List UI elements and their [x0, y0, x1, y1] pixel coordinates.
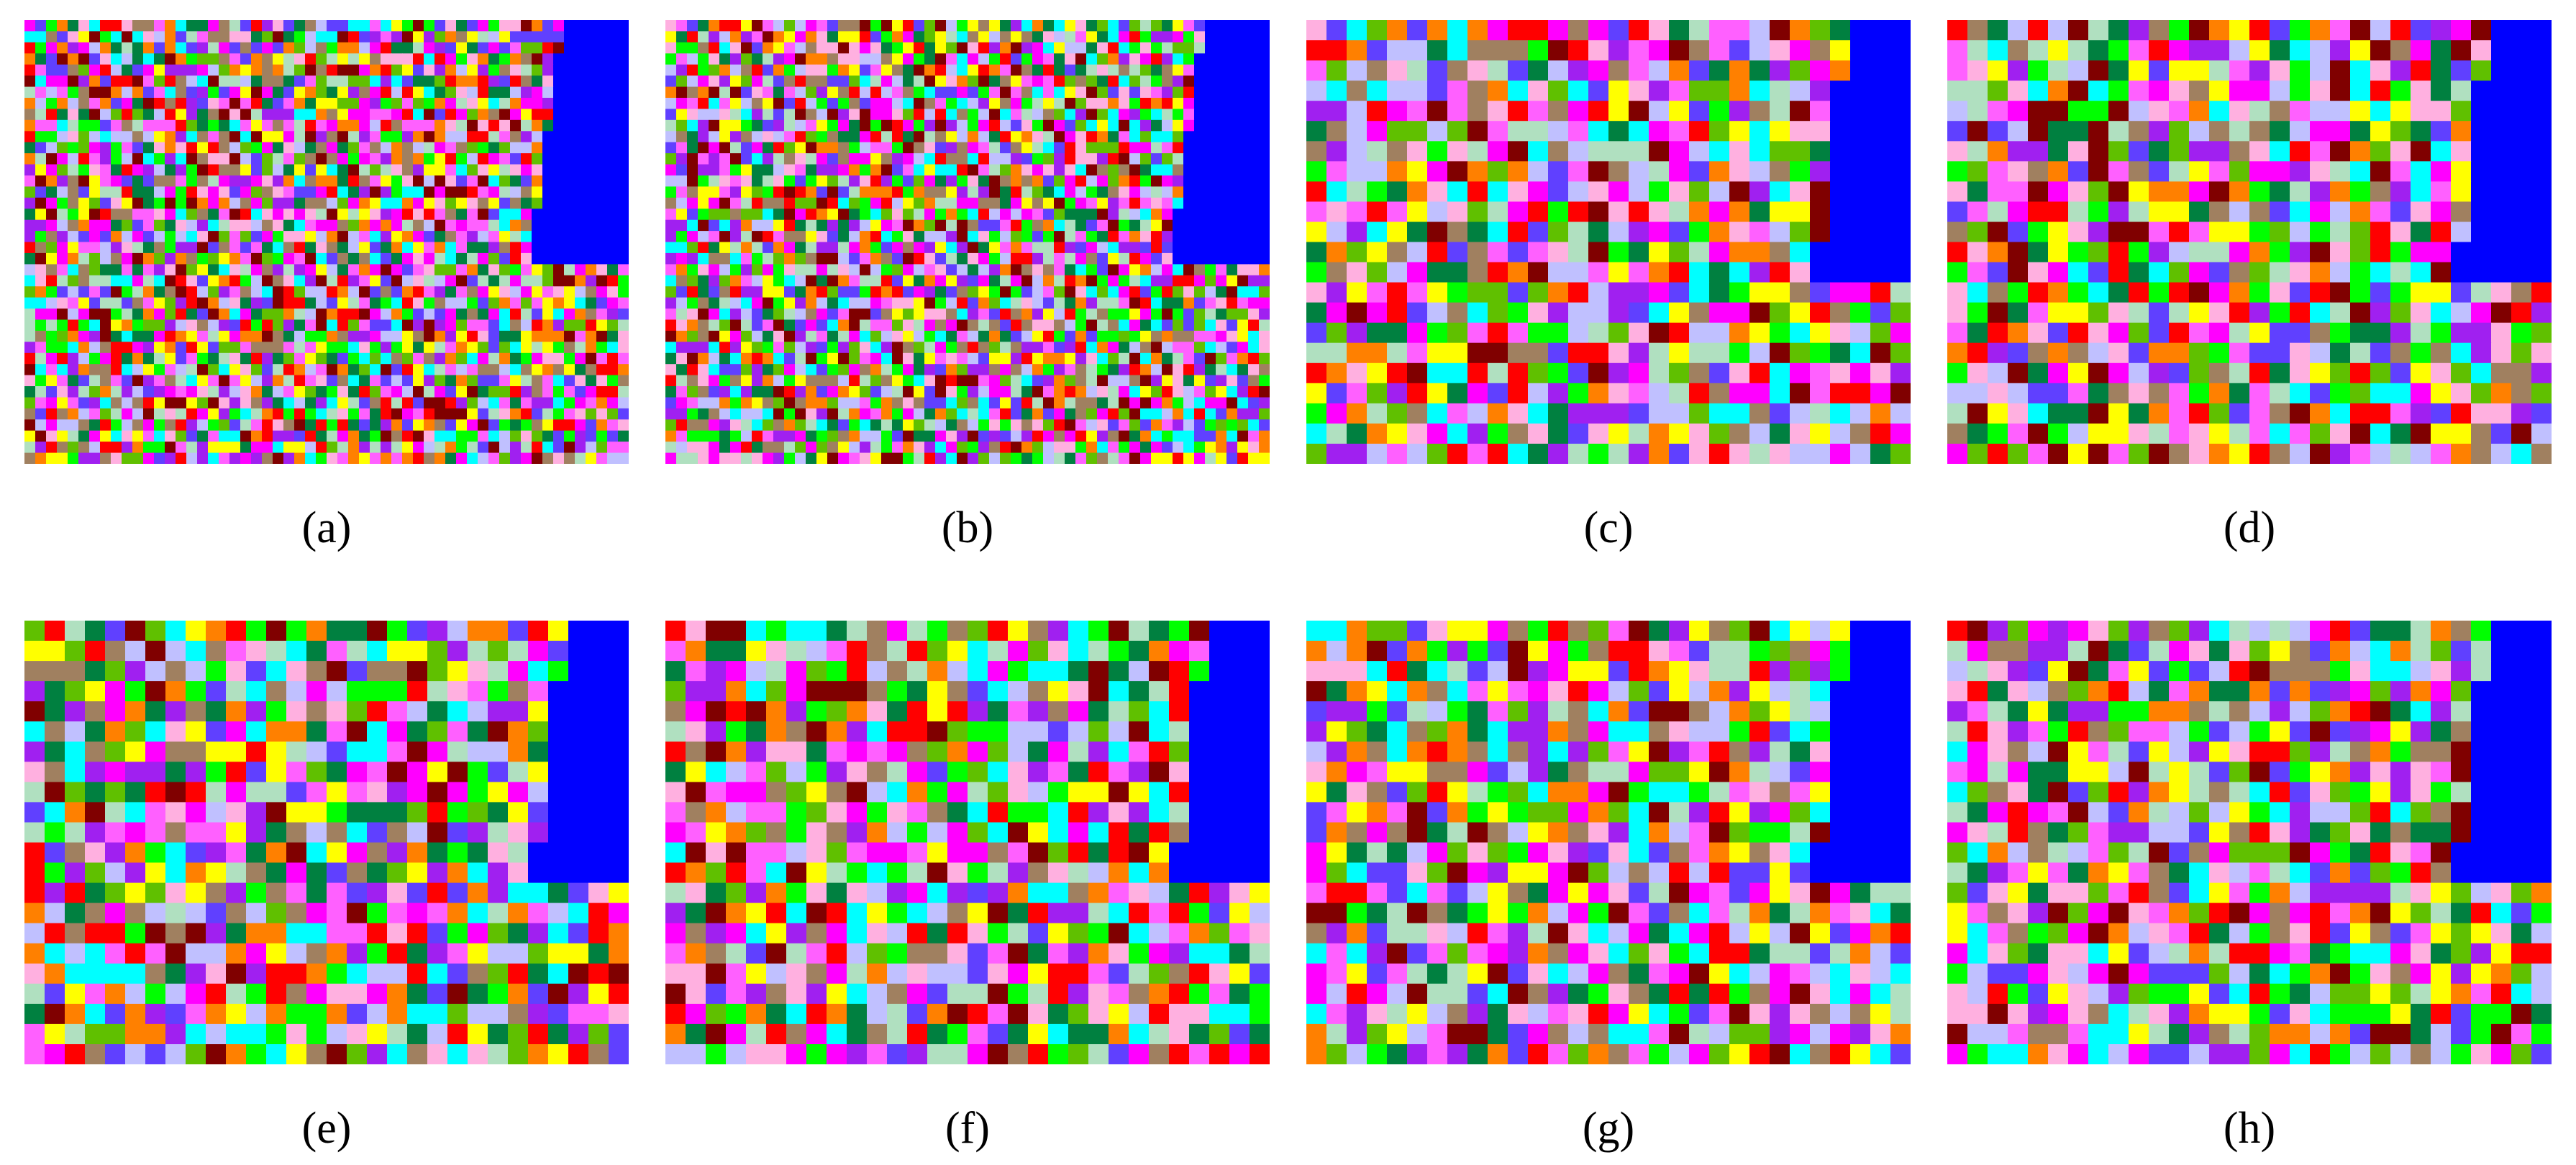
- classification-map: [1947, 621, 2552, 1064]
- map-panel: (e): [24, 621, 629, 1151]
- classification-map: [665, 621, 1270, 1064]
- classification-map: [1306, 621, 1911, 1064]
- panel-label: (a): [301, 503, 352, 552]
- classification-map: [24, 20, 629, 464]
- map-panel: (d): [1947, 20, 2552, 550]
- map-panel: (h): [1947, 621, 2552, 1151]
- panel-label: (d): [2223, 503, 2276, 552]
- map-panel: (c): [1306, 20, 1911, 550]
- map-panel: (b): [665, 20, 1270, 550]
- panel-label: (c): [1583, 503, 1634, 552]
- panel-label: (b): [941, 503, 994, 552]
- classification-map: [665, 20, 1270, 464]
- classification-map: [1306, 20, 1911, 464]
- panel-label: (f): [945, 1104, 990, 1153]
- map-panel: (g): [1306, 621, 1911, 1151]
- panel-label: (e): [301, 1104, 352, 1153]
- classification-map: [24, 621, 629, 1064]
- classification-map: [1947, 20, 2552, 464]
- map-panel: (f): [665, 621, 1270, 1151]
- panel-label: (g): [1582, 1104, 1635, 1153]
- map-panel: (a): [24, 20, 629, 550]
- panel-label: (h): [2223, 1104, 2276, 1153]
